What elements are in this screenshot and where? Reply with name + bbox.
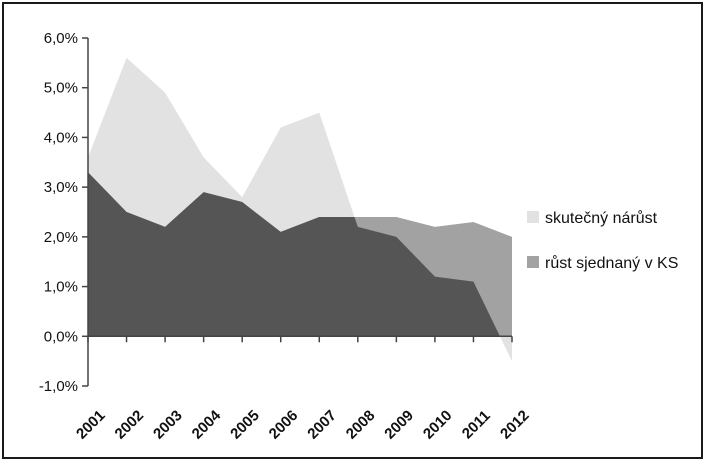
legend-swatch xyxy=(527,211,539,223)
x-tick-label: 2006 xyxy=(266,407,302,443)
area-overlap xyxy=(88,172,512,337)
x-tick-label: 2005 xyxy=(227,407,263,443)
x-tick-label: 2009 xyxy=(381,407,417,443)
y-tick-label: 6,0% xyxy=(44,30,78,47)
x-tick-label: 2007 xyxy=(304,407,340,443)
legend-item-rust-sjednany: růst sjednaný v KS xyxy=(527,254,678,272)
x-tick-label: 2004 xyxy=(189,407,225,443)
x-tick-label: 2008 xyxy=(343,407,379,443)
legend-label: růst sjednaný v KS xyxy=(545,254,678,272)
y-tick-label: -1,0% xyxy=(39,378,78,395)
legend-item-skutecny-narust: skutečný nárůst xyxy=(527,209,658,227)
x-tick-label: 2011 xyxy=(459,407,494,442)
x-tick-label: 2010 xyxy=(420,407,456,443)
y-tick-label: 4,0% xyxy=(44,129,78,146)
legend-swatch xyxy=(527,256,539,268)
y-tick-label: 5,0% xyxy=(44,80,78,97)
y-axis-labels: 6,0% 5,0% 4,0% 3,0% 2,0% 1,0% 0,0% -1,0% xyxy=(39,30,78,395)
y-tick-label: 2,0% xyxy=(44,229,78,246)
x-tick-label: 2003 xyxy=(150,407,186,443)
x-tick-label: 2001 xyxy=(73,407,109,443)
legend-label: skutečný nárůst xyxy=(545,209,658,227)
y-tick-label: 1,0% xyxy=(44,279,78,296)
x-axis-labels: 2001 2002 2003 2004 2005 2006 2007 2008 2009 2010… xyxy=(73,407,533,443)
chart-axes xyxy=(82,37,513,387)
y-tick-label: 3,0% xyxy=(44,179,78,196)
legend: skutečný nárůst růst sjednaný v KS xyxy=(527,209,678,272)
x-tick-label: 2002 xyxy=(112,407,148,443)
chart-areas xyxy=(88,57,512,362)
y-tick-label: 0,0% xyxy=(44,328,78,345)
x-tick-label: 2012 xyxy=(497,407,533,443)
